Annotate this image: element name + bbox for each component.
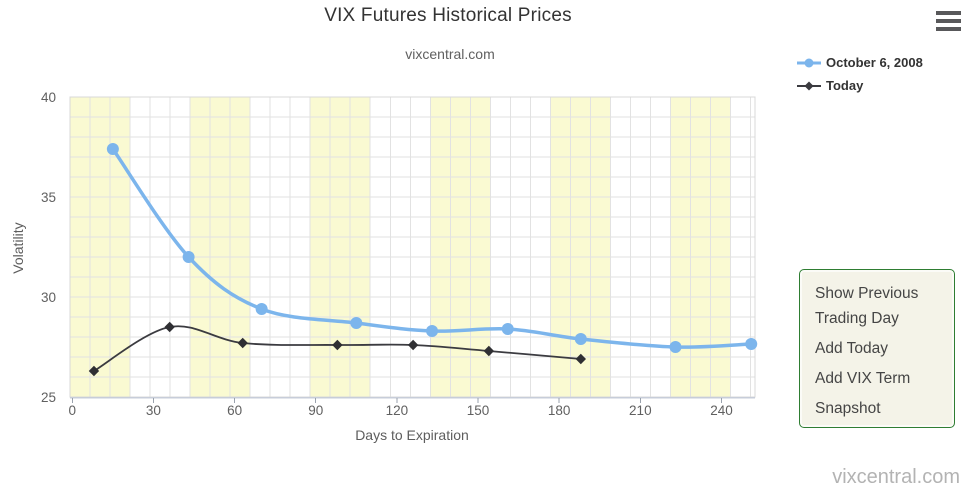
x-tick-label: 150 [467,403,490,418]
y-tick-label: 30 [41,290,56,305]
plot-band [190,97,251,397]
chart-legend: October 6, 2008 Today [797,51,923,97]
x-tick-label: 90 [308,403,323,418]
watermark: vixcentral.com [832,466,960,488]
menu-item-add-vix-term[interactable]: Add VIX Term [815,370,911,387]
data-point-today[interactable] [332,339,343,351]
data-point-october-6-2008[interactable] [350,317,363,329]
data-point-october-6-2008[interactable] [426,325,439,337]
x-tick-label: 120 [386,403,409,418]
data-point-today[interactable] [407,339,419,351]
x-tick-label: 30 [146,403,161,418]
hamburger-bar [936,27,961,31]
chart-options-menu: Show Previous Trading Day Add Today Add … [799,269,955,428]
data-point-october-6-2008[interactable] [669,341,682,353]
hamburger-bar [936,11,961,15]
x-tick-label: 240 [710,403,733,418]
plot-band [670,97,731,397]
plot-band [550,97,611,397]
chart-subtitle: vixcentral.com [405,46,495,62]
plot-band [70,97,131,397]
y-tick-label: 25 [41,390,56,405]
menu-item-add-today[interactable]: Add Today [815,340,888,357]
plot-border [69,96,756,398]
legend-label: October 6, 2008 [826,55,923,70]
x-tick-label: 60 [227,403,242,418]
y-tick-label: 35 [41,190,56,205]
data-point-today[interactable] [575,353,587,365]
chart-title: VIX Futures Historical Prices [324,5,572,26]
hamburger-icon[interactable] [936,11,961,33]
data-point-today[interactable] [483,345,495,357]
data-point-today[interactable] [237,337,248,349]
plot-area: 0 30 60 90 120 150 180 210 240 25 30 35 40 [41,90,758,418]
x-tick-label: 210 [629,403,652,418]
x-axis-title: Days to Expiration [355,427,469,443]
x-tick-label: 180 [548,403,571,418]
data-point-october-6-2008[interactable] [106,143,119,155]
y-axis-title: Volatility [10,222,26,274]
y-tick-label: 40 [41,90,56,105]
menu-item-snapshot[interactable]: Snapshot [815,400,881,417]
data-point-october-6-2008[interactable] [574,333,587,345]
data-point-today[interactable] [164,321,175,333]
legend-marker-diamond [797,81,821,90]
legend-item-today[interactable]: Today [797,74,923,97]
plot-band [310,97,371,397]
series-line-october-6-2008[interactable] [111,147,753,349]
x-tick-label: 0 [69,403,77,418]
data-point-october-6-2008[interactable] [182,251,195,263]
data-point-october-6-2008[interactable] [501,323,514,335]
data-point-today[interactable] [88,365,100,377]
legend-item-october-6-2008[interactable]: October 6, 2008 [797,51,923,74]
plot-band [430,97,491,397]
hamburger-bar [936,19,961,23]
menu-item-show-previous-trading-day[interactable]: Show Previous Trading Day [815,285,919,327]
data-point-october-6-2008[interactable] [745,338,758,350]
legend-marker-circle [797,58,821,67]
legend-label: Today [826,78,864,93]
data-point-october-6-2008[interactable] [255,303,268,315]
